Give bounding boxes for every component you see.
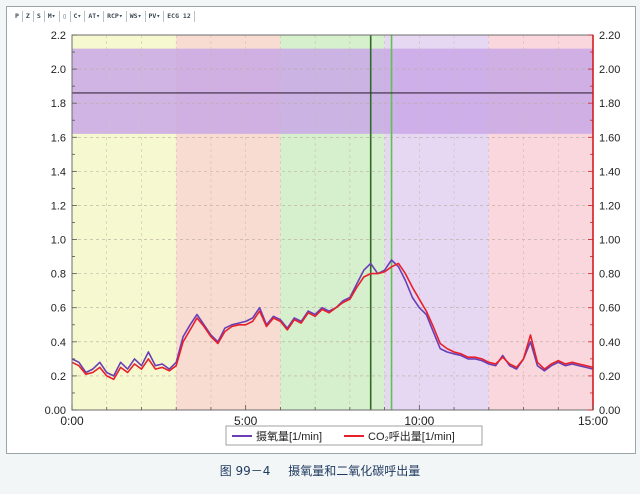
grid-lines (72, 35, 593, 410)
vertical-markers (369, 35, 393, 410)
x-tick-label: 5:00 (234, 414, 258, 428)
y-tick-label-right: 0.00 (599, 405, 620, 417)
toolbar-button[interactable]: PV▾ (146, 10, 165, 22)
x-tick-label: 10:00 (404, 414, 434, 428)
y-tick-label-left: 0.8 (51, 269, 66, 281)
series-line (71, 262, 594, 381)
y-tick-label-left: 1.6 (51, 132, 66, 144)
y-tick-label-left: 1.8 (51, 98, 66, 110)
y-tick-label-right: 0.80 (599, 269, 620, 281)
y-tick-label-right: 1.00 (599, 235, 620, 247)
chart-toolbar: P Z S M▾ ▯ C▾ AT▾ RCP▾ WS▾ PV▾ ECG 12 (12, 10, 195, 22)
y-tick-label-right: 2.00 (599, 64, 620, 76)
y-tick-label-right: 2.20 (599, 30, 620, 42)
y-tick-label-right: 1.20 (599, 200, 620, 212)
toolbar-button[interactable]: ▯ (60, 10, 71, 22)
toolbar-button[interactable]: ECG 12 (164, 10, 195, 22)
y-tick-label-left: 1.2 (51, 200, 66, 212)
legend-label: 摄氧量[1/min] (256, 429, 322, 443)
legend-label: CO₂呼出量[1/min] (368, 429, 455, 443)
top-band-rect (72, 48, 593, 134)
x-tick-label: 15:00 (578, 414, 608, 428)
y-tick-label-left: 0.2 (51, 371, 66, 383)
axes (71, 34, 594, 411)
figure-caption: 图 99－4 摄氧量和二氧化碳呼出量 (0, 462, 640, 479)
y-tick-label-right: 1.60 (599, 132, 620, 144)
y-tick-label-right: 1.40 (599, 166, 620, 178)
toolbar-button[interactable]: S (34, 10, 45, 22)
toolbar-button[interactable]: WS▾ (127, 10, 146, 22)
figure-label: 图 99－4 (219, 464, 271, 478)
series-lines (71, 259, 594, 381)
toolbar-button[interactable]: C▾ (71, 10, 86, 22)
y-tick-label-left: 0.6 (51, 303, 66, 315)
y-tick-label-right: 0.40 (599, 337, 620, 349)
y-tick-label-left: 1.0 (51, 235, 66, 247)
toolbar-button[interactable]: RCP▾ (104, 10, 127, 22)
x-tick-label: 0:00 (60, 414, 84, 428)
toolbar-button[interactable]: Z (23, 10, 34, 22)
y-tick-label-left: 0.00 (45, 405, 66, 417)
y-tick-label-right: 0.20 (599, 371, 620, 383)
tick-labels: 0.00 0.2 0.4 0.6 0.8 1.0 1.2 1.4 1.6 1.8 2.0 2.2 0.0… (45, 30, 621, 428)
legend: 摄氧量[1/min] CO₂呼出量[1/min] (225, 425, 483, 446)
y-tick-label-left: 2.2 (51, 30, 66, 42)
top-band (72, 48, 593, 134)
y-tick-label-right: 1.80 (599, 98, 620, 110)
y-tick-label-left: 1.4 (51, 166, 66, 178)
y-tick-label-left: 2.0 (51, 64, 66, 76)
toolbar-button[interactable]: AT▾ (85, 10, 105, 22)
toolbar-button[interactable]: M▾ (45, 10, 60, 22)
figure-title: 摄氧量和二氧化碳呼出量 (288, 464, 421, 478)
y-tick-label-right: 0.60 (599, 303, 620, 315)
toolbar-button[interactable]: P (12, 10, 23, 22)
y-tick-label-left: 0.4 (51, 337, 66, 349)
